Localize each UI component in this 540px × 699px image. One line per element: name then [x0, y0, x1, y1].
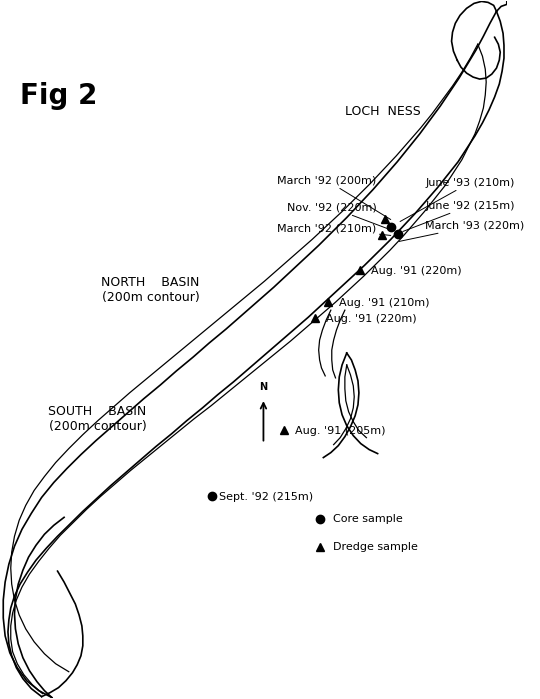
- Text: NORTH    BASIN
(200m contour): NORTH BASIN (200m contour): [102, 276, 200, 304]
- Text: March '93 (220m): March '93 (220m): [399, 220, 525, 241]
- Text: SOUTH    BASIN
(200m contour): SOUTH BASIN (200m contour): [48, 405, 146, 433]
- Text: N: N: [259, 382, 267, 392]
- Text: Fig 2: Fig 2: [20, 82, 98, 110]
- Text: Aug. '91 (220m): Aug. '91 (220m): [371, 266, 462, 276]
- Text: Sept. '92 (215m): Sept. '92 (215m): [219, 492, 314, 503]
- Text: Nov. '92 (220m): Nov. '92 (220m): [287, 203, 390, 229]
- Text: Dredge sample: Dredge sample: [333, 542, 417, 552]
- Text: Aug. '91 (220m): Aug. '91 (220m): [326, 314, 417, 324]
- Text: Aug. '91 (210m): Aug. '91 (210m): [339, 298, 430, 308]
- Text: June '93 (210m): June '93 (210m): [400, 178, 515, 222]
- Text: June '92 (215m): June '92 (215m): [403, 201, 515, 231]
- Text: LOCH  NESS: LOCH NESS: [345, 105, 421, 118]
- Text: March '92 (200m): March '92 (200m): [278, 175, 391, 219]
- Text: Core sample: Core sample: [333, 514, 402, 524]
- Text: March '92 (210m): March '92 (210m): [278, 224, 391, 236]
- Text: Aug. '91 (205m): Aug. '91 (205m): [295, 426, 386, 435]
